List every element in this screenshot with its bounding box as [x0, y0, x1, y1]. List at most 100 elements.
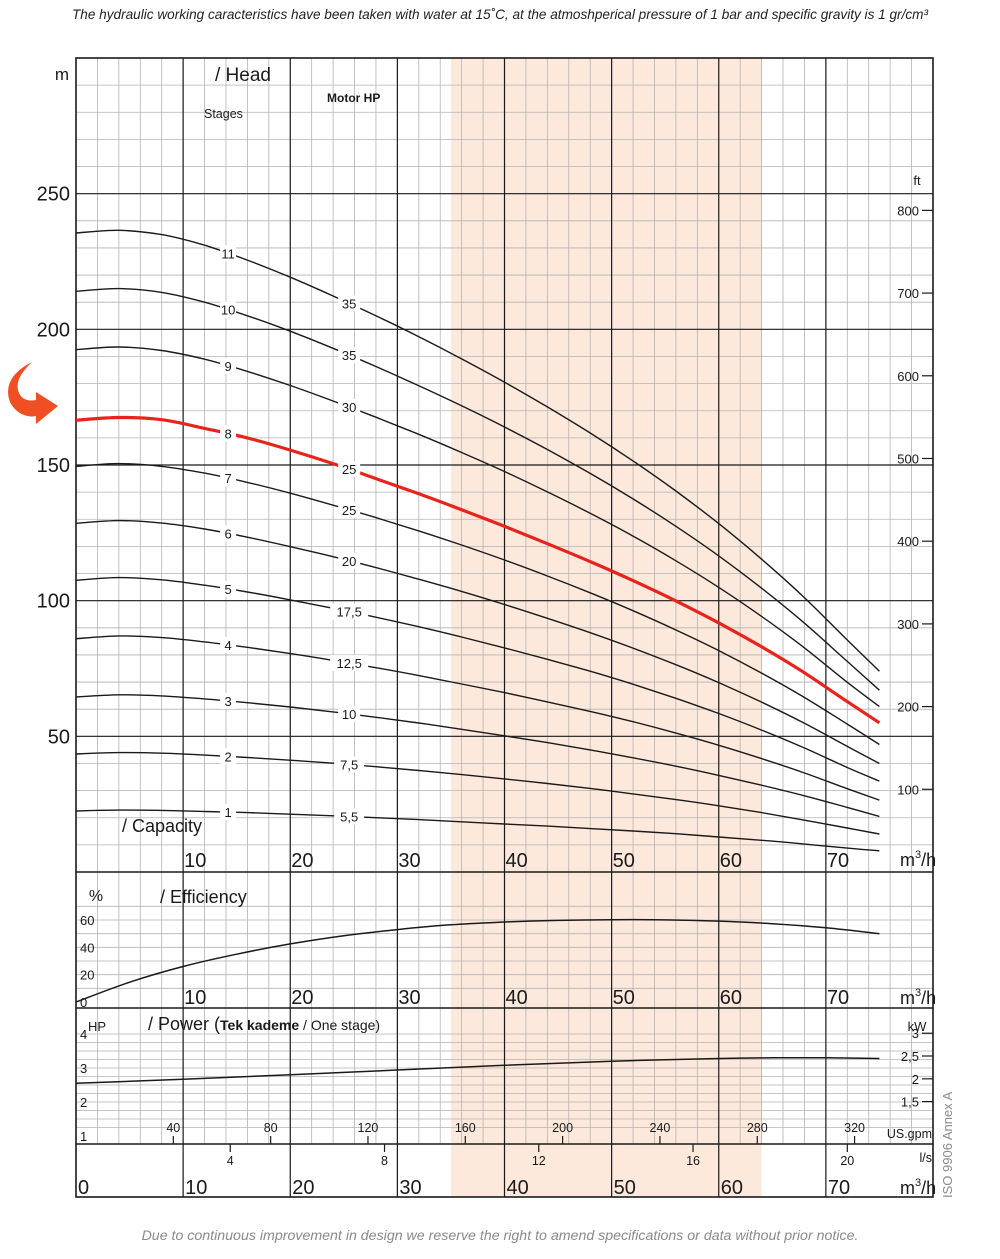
stage-label-bg: [220, 692, 237, 709]
ls-tick-label: 8: [381, 1154, 388, 1168]
motor-hp-label: 30: [342, 400, 356, 415]
efficiency-x-unit: m3/h: [900, 987, 936, 1008]
power-kw-unit: kW: [908, 1019, 928, 1034]
head-curve-stage-2: [75, 751, 880, 835]
stage-label: 7: [225, 471, 232, 486]
efficiency-x-tick: 40: [506, 987, 528, 1009]
usgpm-tick-label: 80: [264, 1121, 278, 1135]
iso-standard-note: ISO 9906 Annex A: [940, 1091, 955, 1198]
usgpm-tick-label: 40: [166, 1121, 180, 1135]
feet-tick-label: 100: [897, 782, 919, 797]
head-y-unit: m: [55, 65, 69, 84]
stage-label-bg: [220, 525, 237, 542]
motor-hp-heading: Motor HP: [327, 91, 380, 105]
motor-hp-label-bg: [338, 705, 361, 722]
ls-tick-label: 12: [532, 1154, 546, 1168]
usgpm-tick-label: 160: [455, 1121, 476, 1135]
efficiency-y-tick: 20: [80, 968, 94, 983]
power-y-unit: HP: [88, 1019, 106, 1034]
efficiency-y-unit: %: [89, 888, 103, 905]
feet-tick-label: 600: [897, 369, 919, 384]
ls-tick-label: 4: [227, 1154, 234, 1168]
head-title: / Head: [215, 65, 271, 86]
head-y-tick: 250: [37, 184, 70, 206]
stage-label: 11: [221, 246, 235, 261]
usgpm-tick-label: 120: [358, 1121, 379, 1135]
efficiency-y-tick: 60: [80, 913, 94, 928]
chart-labels: 1 5,527,5310412,5517,56207258259301035113…: [37, 65, 955, 1199]
m3h-tick-label: 70: [828, 1177, 850, 1199]
stage-label: 3: [225, 694, 232, 709]
stage-label: 8: [225, 427, 232, 442]
head-x-tick: 10: [184, 850, 206, 872]
head-x-tick: 20: [291, 850, 313, 872]
m3h-tick-label: 20: [292, 1177, 314, 1199]
m3h-tick-label: 50: [614, 1177, 636, 1199]
head-curve-stage-5: [75, 576, 880, 782]
usgpm-tick-label: 240: [650, 1121, 671, 1135]
stage-label-bg: [220, 425, 237, 442]
motor-hp-label-bg: [338, 461, 361, 478]
motor-hp-label: 25: [342, 462, 356, 477]
usgpm-unit: US.gpm: [887, 1127, 932, 1141]
power-y-tick: 3: [80, 1061, 87, 1076]
ls-tick-label: 16: [686, 1154, 700, 1168]
head-curve-stage-9: [75, 346, 880, 708]
chart-grid: [75, 57, 934, 1198]
feet-tick-label: 800: [897, 203, 919, 218]
motor-hp-label: 20: [342, 554, 356, 569]
stage-label-bg: [220, 748, 237, 765]
head-y-tick: 200: [37, 319, 70, 341]
head-x-tick: 30: [398, 850, 420, 872]
head-curve-stage-6: [75, 519, 880, 765]
m3h-tick-label: 40: [507, 1177, 529, 1199]
efficiency-x-tick: 20: [291, 987, 313, 1009]
head-curve-stage-4: [75, 635, 880, 801]
power-y-tick: 4: [80, 1027, 87, 1042]
m3h-tick-label: 10: [185, 1177, 207, 1199]
feet-tick-label: 400: [897, 534, 919, 549]
power-y-tick: 1: [80, 1129, 87, 1144]
capacity-label: / Capacity: [122, 816, 202, 836]
stage-label-bg: [220, 470, 237, 487]
motor-hp-label-bg: [338, 295, 361, 312]
efficiency-x-tick: 60: [720, 987, 742, 1009]
head-y-tick: 150: [37, 455, 70, 477]
head-curve-stage-7: [75, 462, 880, 746]
hydraulic-conditions-note: The hydraulic working caracteristics hav…: [71, 7, 929, 22]
motor-hp-label: 17,5: [337, 605, 362, 620]
feet-tick-label: 300: [897, 617, 919, 632]
stage-label: 6: [225, 527, 232, 542]
m3h-tick-label: 30: [399, 1177, 421, 1199]
stage-label-bg: [220, 636, 237, 653]
head-y-tick: 50: [48, 726, 70, 748]
efficiency-title: / Efficiency: [160, 887, 247, 907]
motor-hp-label: 12,5: [337, 656, 362, 671]
head-x-tick: 40: [506, 850, 528, 872]
power-title: / Power (Tek kademe / One stage): [148, 1014, 380, 1034]
stage-label: 5: [225, 582, 232, 597]
chart-curves: [75, 229, 881, 1085]
m3h-tick-label: 0: [78, 1177, 89, 1199]
stage-label: 2: [225, 749, 232, 764]
stage-label: 10: [221, 303, 235, 318]
kw-tick-label: 2: [912, 1072, 919, 1087]
power-y-tick: 2: [80, 1095, 87, 1110]
motor-hp-label: 7,5: [340, 758, 358, 773]
motor-hp-label-bg: [338, 501, 361, 518]
ls-tick-label: 20: [840, 1154, 854, 1168]
motor-hp-label-bg: [330, 603, 369, 620]
feet-tick-label: 500: [897, 451, 919, 466]
motor-hp-label: 35: [342, 348, 356, 363]
motor-hp-label: 25: [342, 503, 356, 518]
stage-label-bg: [220, 357, 237, 374]
kw-tick-label: 3: [912, 1026, 919, 1041]
motor-hp-label-bg: [330, 655, 369, 672]
usgpm-tick-label: 280: [747, 1121, 768, 1135]
stages-subtitle: Stages: [204, 107, 243, 121]
stage-label-bg: [220, 245, 237, 262]
head-curve-stage-1: [75, 809, 880, 852]
feet-tick-label: 200: [897, 700, 919, 715]
head-x-unit: m3/h: [900, 849, 936, 870]
ls-unit: l/s: [920, 1151, 933, 1165]
